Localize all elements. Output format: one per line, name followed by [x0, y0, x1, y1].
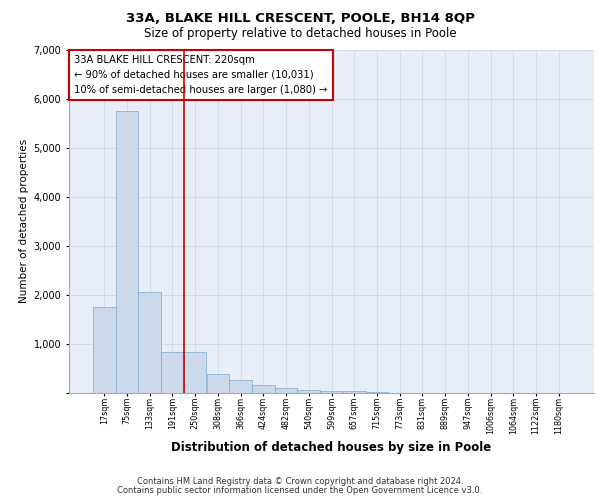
Y-axis label: Number of detached properties: Number of detached properties — [19, 139, 29, 304]
Bar — [252, 385, 275, 392]
Bar — [93, 307, 116, 392]
Text: Contains HM Land Registry data © Crown copyright and database right 2024.: Contains HM Land Registry data © Crown c… — [137, 477, 463, 486]
Text: 33A BLAKE HILL CRESCENT: 220sqm
← 90% of detached houses are smaller (10,031)
10: 33A BLAKE HILL CRESCENT: 220sqm ← 90% of… — [74, 55, 328, 94]
Text: Size of property relative to detached houses in Poole: Size of property relative to detached ho… — [143, 28, 457, 40]
Bar — [139, 292, 161, 392]
Bar — [320, 391, 343, 392]
X-axis label: Distribution of detached houses by size in Poole: Distribution of detached houses by size … — [172, 441, 491, 454]
Bar — [298, 390, 320, 392]
Text: 33A, BLAKE HILL CRESCENT, POOLE, BH14 8QP: 33A, BLAKE HILL CRESCENT, POOLE, BH14 8Q… — [125, 12, 475, 26]
Bar — [229, 380, 252, 392]
Bar — [116, 111, 139, 392]
Bar — [161, 352, 184, 393]
Bar — [184, 352, 206, 393]
Text: Contains public sector information licensed under the Open Government Licence v3: Contains public sector information licen… — [118, 486, 482, 495]
Bar — [275, 388, 298, 392]
Bar — [206, 374, 229, 392]
